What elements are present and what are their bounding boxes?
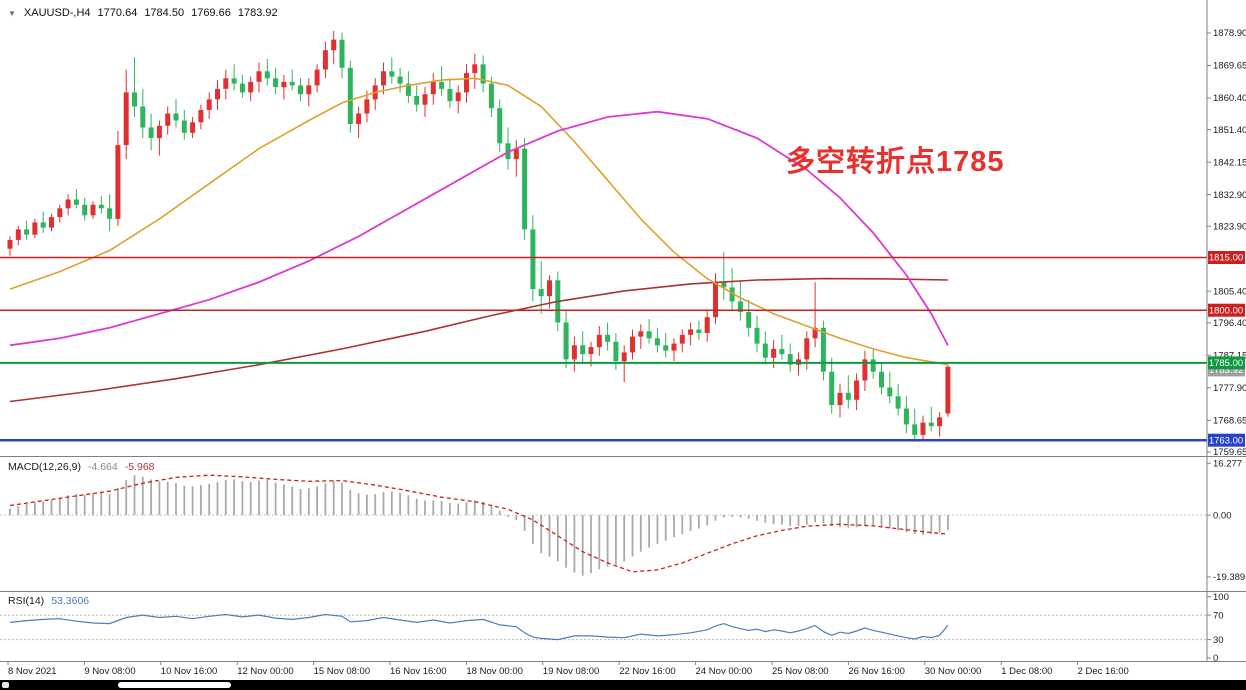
taskbar: [0, 680, 1246, 690]
close-value: 1783.92: [237, 7, 278, 19]
price-axis-label: 1777.90: [1213, 383, 1246, 394]
open-value: 1770.64: [97, 7, 138, 19]
rsi-axis-label: 30: [1213, 635, 1224, 646]
macd-panel[interactable]: [0, 474, 1207, 576]
macd-signal-line: [9, 474, 948, 573]
price-axis-label: 1768.65: [1213, 416, 1246, 427]
taskbar-start-fragment[interactable]: [2, 682, 9, 688]
price-axis: 1878.90 1869.65 1860.40 1851.40 1842.15 1832.…: [1207, 28, 1246, 458]
price-tag: [1208, 303, 1245, 317]
time-axis-label: 2 Dec 16:00: [1078, 666, 1129, 677]
svg-text:1785.00: 1785.00: [1209, 358, 1243, 369]
price-axis-label: 1860.40: [1213, 93, 1246, 104]
price-axis-label: 1832.90: [1213, 190, 1246, 201]
price-axis-label: 1787.15: [1213, 351, 1246, 362]
taskbar-window-button[interactable]: [118, 682, 231, 688]
time-axis-label: 30 Nov 00:00: [925, 666, 982, 677]
annotation-text: 多空转折点1785: [786, 146, 1005, 178]
macd-axis: 16.277 0.00 -19.389: [1207, 458, 1245, 583]
rsi-axis-label: 70: [1213, 610, 1224, 621]
ma-orange-line: [9, 77, 949, 366]
rsi-panel[interactable]: [0, 613, 1207, 641]
macd-axis-label: 16.277: [1213, 458, 1242, 469]
time-axis-label: 26 Nov 16:00: [848, 666, 905, 677]
macd-indicator-label: MACD(12,26,9) -4.664 -5.968: [8, 461, 155, 473]
time-axis-label: 8 Nov 2021: [8, 666, 57, 677]
svg-text:1800.00: 1800.00: [1209, 305, 1243, 316]
macd-axis-label: 0.00: [1213, 510, 1232, 521]
rsi-axis: 100 70 30 0: [1207, 592, 1229, 664]
ma-magenta-line: [9, 110, 949, 347]
price-axis-label: 1805.40: [1213, 286, 1246, 297]
time-axis-label: 1 Dec 08:00: [1001, 666, 1052, 677]
candles-layer: [7, 30, 951, 442]
rsi-axis-label: 0: [1213, 653, 1218, 664]
rsi-line: [9, 613, 949, 641]
horizontal-lines-layer[interactable]: [0, 256, 1207, 442]
time-axis-label: 19 Nov 08:00: [543, 666, 600, 677]
time-axis-label: 25 Nov 08:00: [772, 666, 829, 677]
price-axis-label: 1878.90: [1213, 28, 1246, 39]
price-axis-label: 1851.40: [1213, 125, 1246, 136]
time-axis-label: 10 Nov 16:00: [161, 666, 218, 677]
price-axis-label: 1759.65: [1213, 447, 1246, 458]
rsi-name: RSI(14): [8, 595, 45, 607]
price-tag: [1208, 433, 1245, 447]
macd-name: MACD(12,26,9): [8, 461, 81, 473]
price-axis-label: 1869.65: [1213, 61, 1246, 72]
time-axis-label: 24 Nov 00:00: [696, 666, 753, 677]
rsi-value: 53.3606: [51, 595, 90, 607]
time-axis-label: 9 Nov 08:00: [84, 666, 135, 677]
symbol-ohlc-header: ▼ XAUUSD-,H4 1770.64 1784.50 1769.66 178…: [8, 7, 278, 19]
time-axis: 8 Nov 2021 9 Nov 08:00 10 Nov 16:00 12 Nov …: [7, 661, 1129, 677]
price-axis-label: 1842.15: [1213, 157, 1246, 168]
macd-axis-label: -19.389: [1213, 572, 1245, 583]
price-tag: [1208, 251, 1245, 264]
price-axis-label: 1796.40: [1213, 318, 1246, 329]
svg-text:1763.00: 1763.00: [1209, 435, 1243, 446]
time-axis-label: 18 Nov 00:00: [466, 666, 523, 677]
time-axis-label: 15 Nov 08:00: [314, 666, 371, 677]
svg-text:1783.92: 1783.92: [1209, 365, 1243, 376]
price-tag: [1208, 356, 1245, 370]
high-value: 1784.50: [144, 7, 185, 19]
price-axis-label: 1823.90: [1213, 221, 1246, 232]
chart-expand-icon[interactable]: ▼: [8, 8, 16, 18]
rsi-axis-label: 100: [1213, 592, 1229, 603]
macd-signal-value: -5.968: [124, 461, 155, 473]
ma-darkred-line: [9, 277, 948, 403]
macd-main-value: -4.664: [87, 461, 118, 473]
time-axis-label: 12 Nov 00:00: [237, 666, 294, 677]
symbol-period-label: XAUUSD-,H4: [23, 7, 91, 19]
rsi-indicator-label: RSI(14) 53.3606: [8, 595, 89, 607]
svg-text:1815.00: 1815.00: [1209, 253, 1243, 264]
time-axis-label: 22 Nov 16:00: [619, 666, 676, 677]
panel-separators: [0, 0, 1246, 662]
time-axis-label: 16 Nov 16:00: [390, 666, 447, 677]
low-value: 1769.66: [191, 7, 231, 19]
